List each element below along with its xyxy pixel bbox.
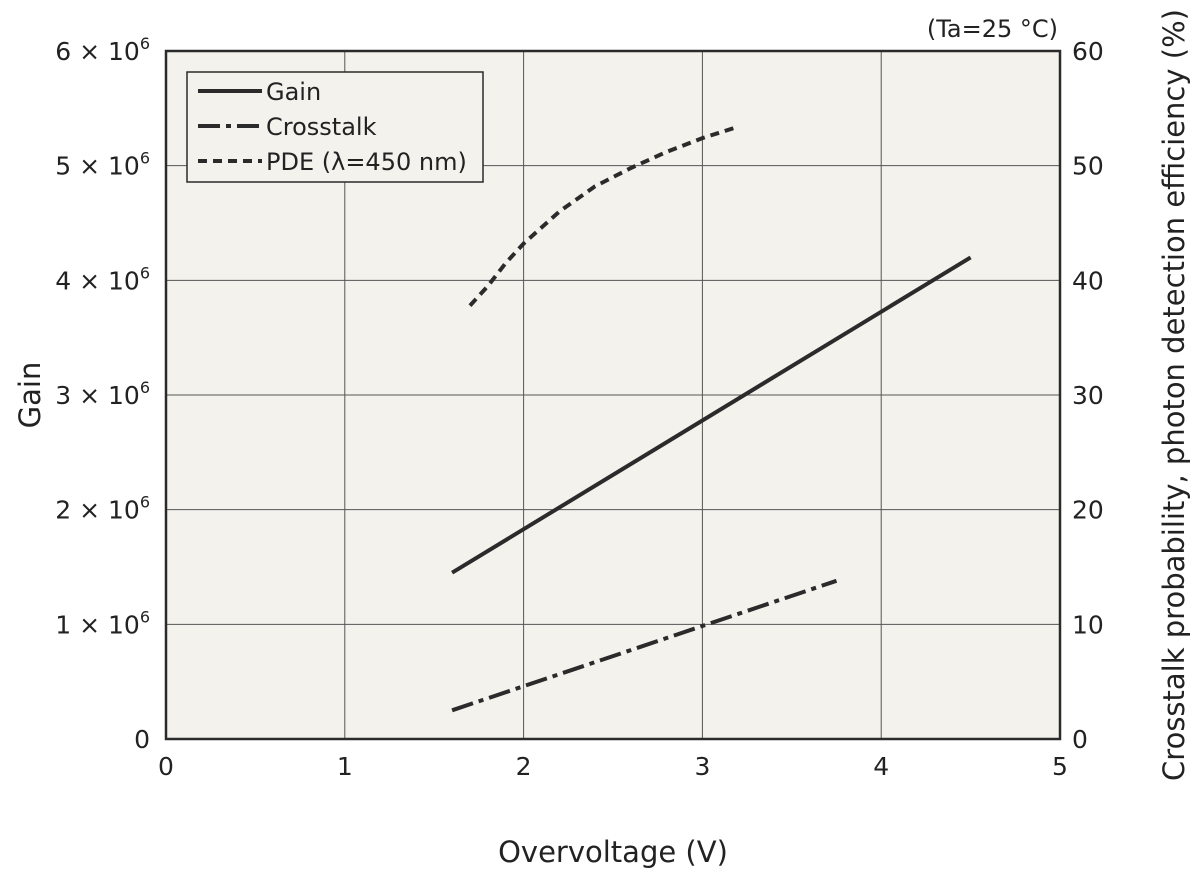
y2-axis-title: Crosstalk probability, photon detection … [1157, 9, 1191, 781]
y2-tick-label: 20 [1072, 496, 1104, 525]
y-tick-labels: 0 1 × 106 2 × 106 3 × 106 4 × 106 5 × 106 6 × … [55, 34, 150, 754]
y-axis-title: Gain [13, 362, 47, 429]
y2-tick-label: 10 [1072, 610, 1104, 639]
y2-tick-label: 0 [1072, 725, 1088, 754]
y-tick-label: 3 × 106 [55, 378, 150, 410]
y-tick-label: 2 × 106 [55, 493, 150, 525]
pde-line [468, 124, 739, 307]
y-tick-label: 1 × 106 [55, 607, 150, 639]
condition-note: (Ta=25 °C) [927, 15, 1058, 43]
x-axis-title: Overvoltage (V) [498, 835, 728, 869]
y2-tick-label: 40 [1072, 266, 1104, 295]
y2-tick-label: 60 [1072, 37, 1104, 66]
x-tick-labels: 0 1 2 3 4 5 [158, 752, 1068, 781]
legend-label-pde: PDE (λ=450 nm) [266, 148, 467, 176]
x-tick-label: 2 [516, 752, 532, 781]
legend-label-crosstalk: Crosstalk [266, 113, 377, 141]
y2-tick-label: 50 [1072, 152, 1104, 181]
y2-tick-label: 30 [1072, 381, 1104, 410]
y-tick-label: 5 × 106 [55, 149, 150, 181]
x-tick-label: 3 [694, 752, 710, 781]
crosstalk-line [451, 578, 838, 713]
x-tick-label: 4 [873, 752, 889, 781]
series-layer [451, 124, 972, 713]
legend: Gain Crosstalk PDE (λ=450 nm) [186, 71, 484, 183]
y-tick-label: 4 × 106 [55, 263, 150, 295]
gain-line [451, 255, 972, 575]
x-tick-label: 0 [158, 752, 174, 781]
y-tick-label: 6 × 106 [55, 34, 150, 66]
y-tick-label: 0 [134, 725, 150, 754]
y2-tick-labels: 0 10 20 30 40 50 60 [1072, 37, 1104, 754]
plot-frame [164, 49, 1062, 741]
x-tick-label: 5 [1052, 752, 1068, 781]
legend-label-gain: Gain [266, 78, 321, 106]
x-tick-label: 1 [337, 752, 353, 781]
